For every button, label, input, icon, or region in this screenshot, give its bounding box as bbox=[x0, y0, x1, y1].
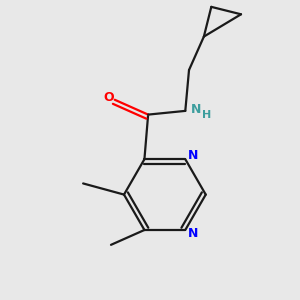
Text: N: N bbox=[188, 149, 198, 162]
Text: N: N bbox=[191, 103, 201, 116]
Text: H: H bbox=[202, 110, 211, 120]
Text: N: N bbox=[188, 227, 198, 240]
Text: O: O bbox=[104, 92, 114, 104]
